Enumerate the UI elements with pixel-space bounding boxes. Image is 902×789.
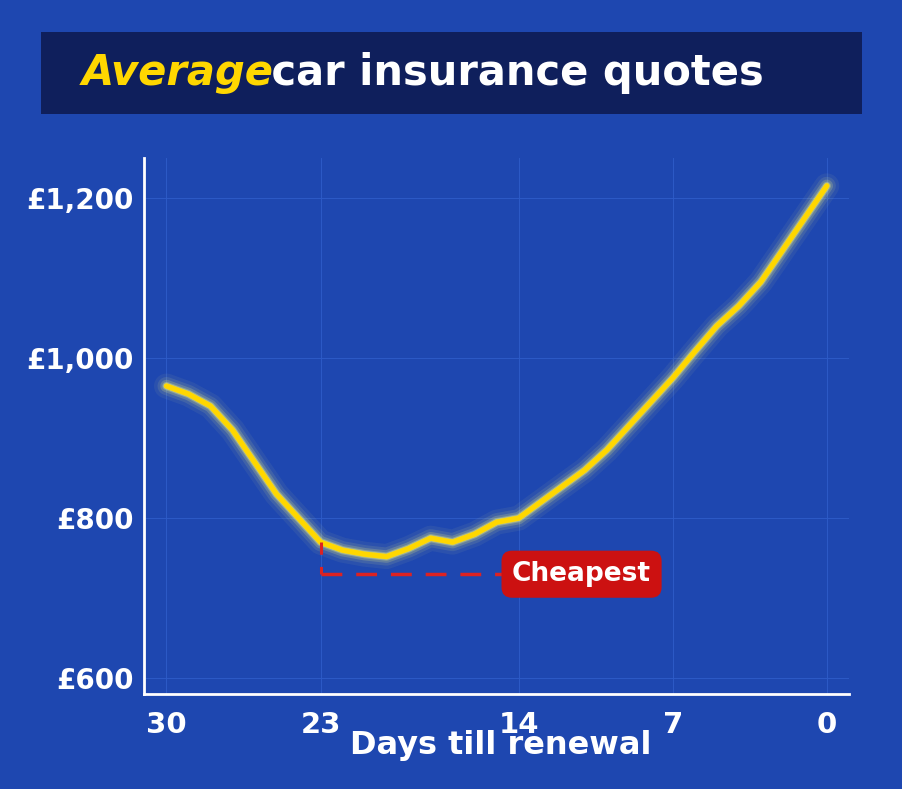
Text: Cheapest: Cheapest (511, 561, 650, 587)
Text: Days till renewal: Days till renewal (350, 731, 651, 761)
Text: car insurance quotes: car insurance quotes (257, 52, 763, 95)
Text: Average: Average (81, 52, 273, 95)
